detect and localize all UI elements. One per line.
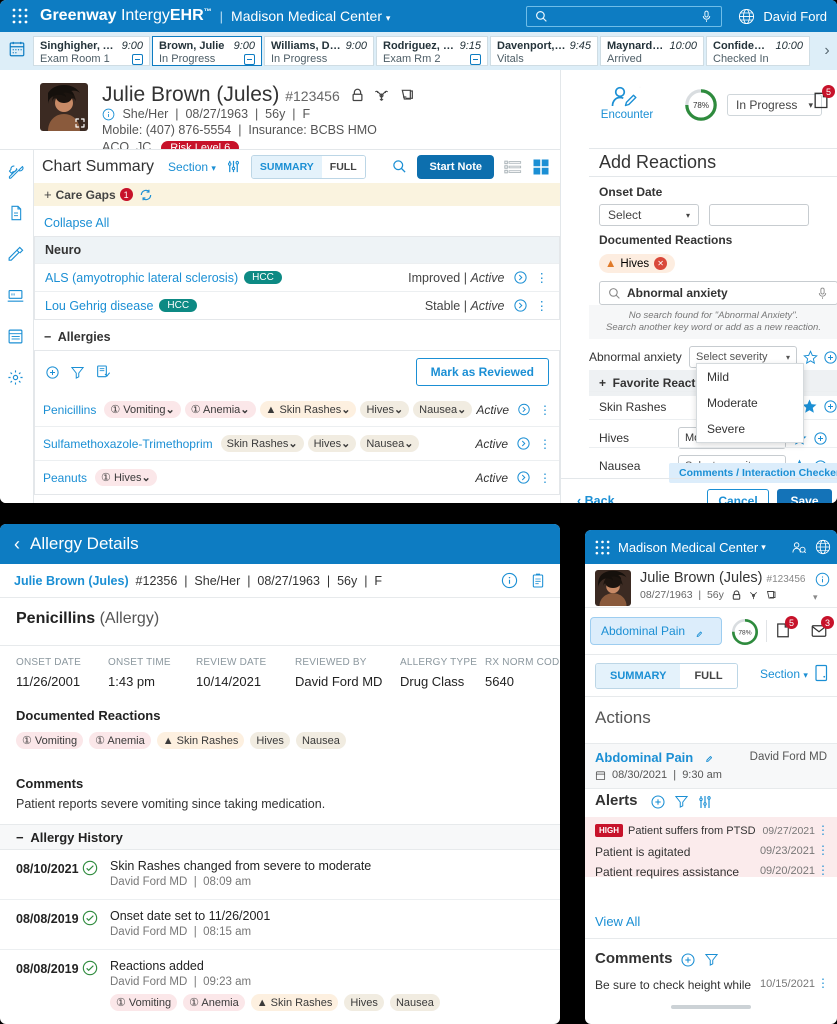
svg-text:78%: 78% — [693, 101, 709, 110]
svg-text:78%: 78% — [738, 629, 751, 636]
